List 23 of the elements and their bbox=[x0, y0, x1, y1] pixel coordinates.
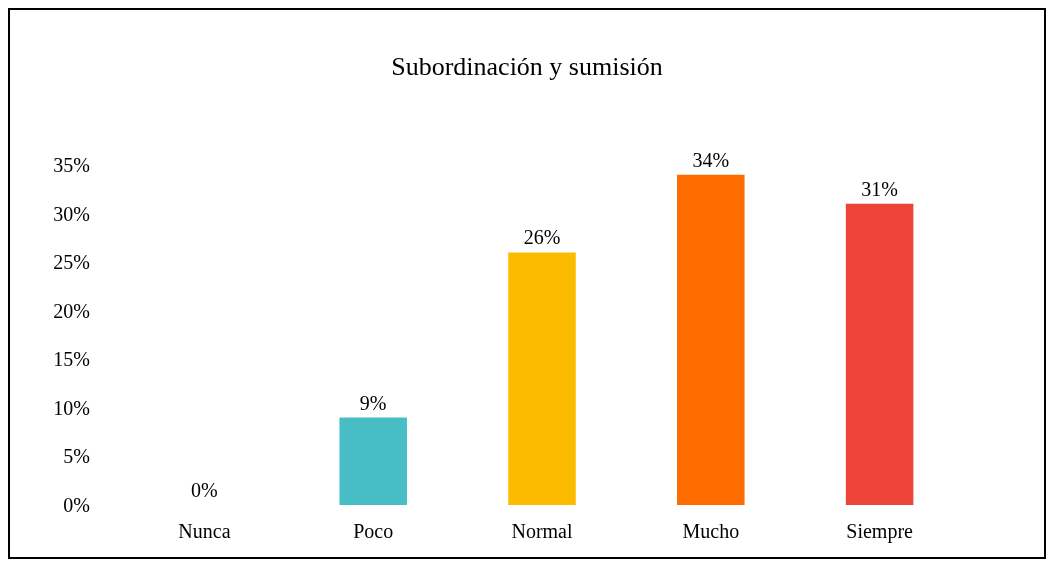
y-tick-label: 5% bbox=[63, 445, 90, 468]
y-tick-label: 15% bbox=[53, 348, 90, 371]
data-label: 9% bbox=[359, 391, 387, 414]
data-label: 31% bbox=[861, 177, 898, 200]
y-tick-label: 20% bbox=[53, 299, 90, 322]
y-tick-label: 35% bbox=[53, 154, 90, 176]
y-tick-label: 25% bbox=[53, 251, 90, 274]
chart-title: Subordinación y sumisión bbox=[391, 51, 663, 81]
bar bbox=[677, 174, 745, 505]
x-tick-label: Nunca bbox=[178, 520, 231, 542]
data-label: 0% bbox=[191, 479, 218, 501]
x-tick-label: Normal bbox=[511, 520, 573, 542]
data-label: 34% bbox=[692, 148, 730, 171]
x-tick-label: Poco bbox=[353, 520, 394, 542]
y-tick-label: 0% bbox=[63, 494, 90, 516]
x-tick-label: Siempre bbox=[846, 520, 914, 543]
y-tick-label: 10% bbox=[53, 396, 90, 419]
bar bbox=[845, 203, 914, 505]
data-label: 26% bbox=[523, 226, 561, 249]
bar bbox=[339, 417, 407, 505]
y-tick-label: 30% bbox=[53, 202, 90, 225]
x-tick-label: Mucho bbox=[682, 520, 740, 542]
bar bbox=[508, 252, 576, 505]
